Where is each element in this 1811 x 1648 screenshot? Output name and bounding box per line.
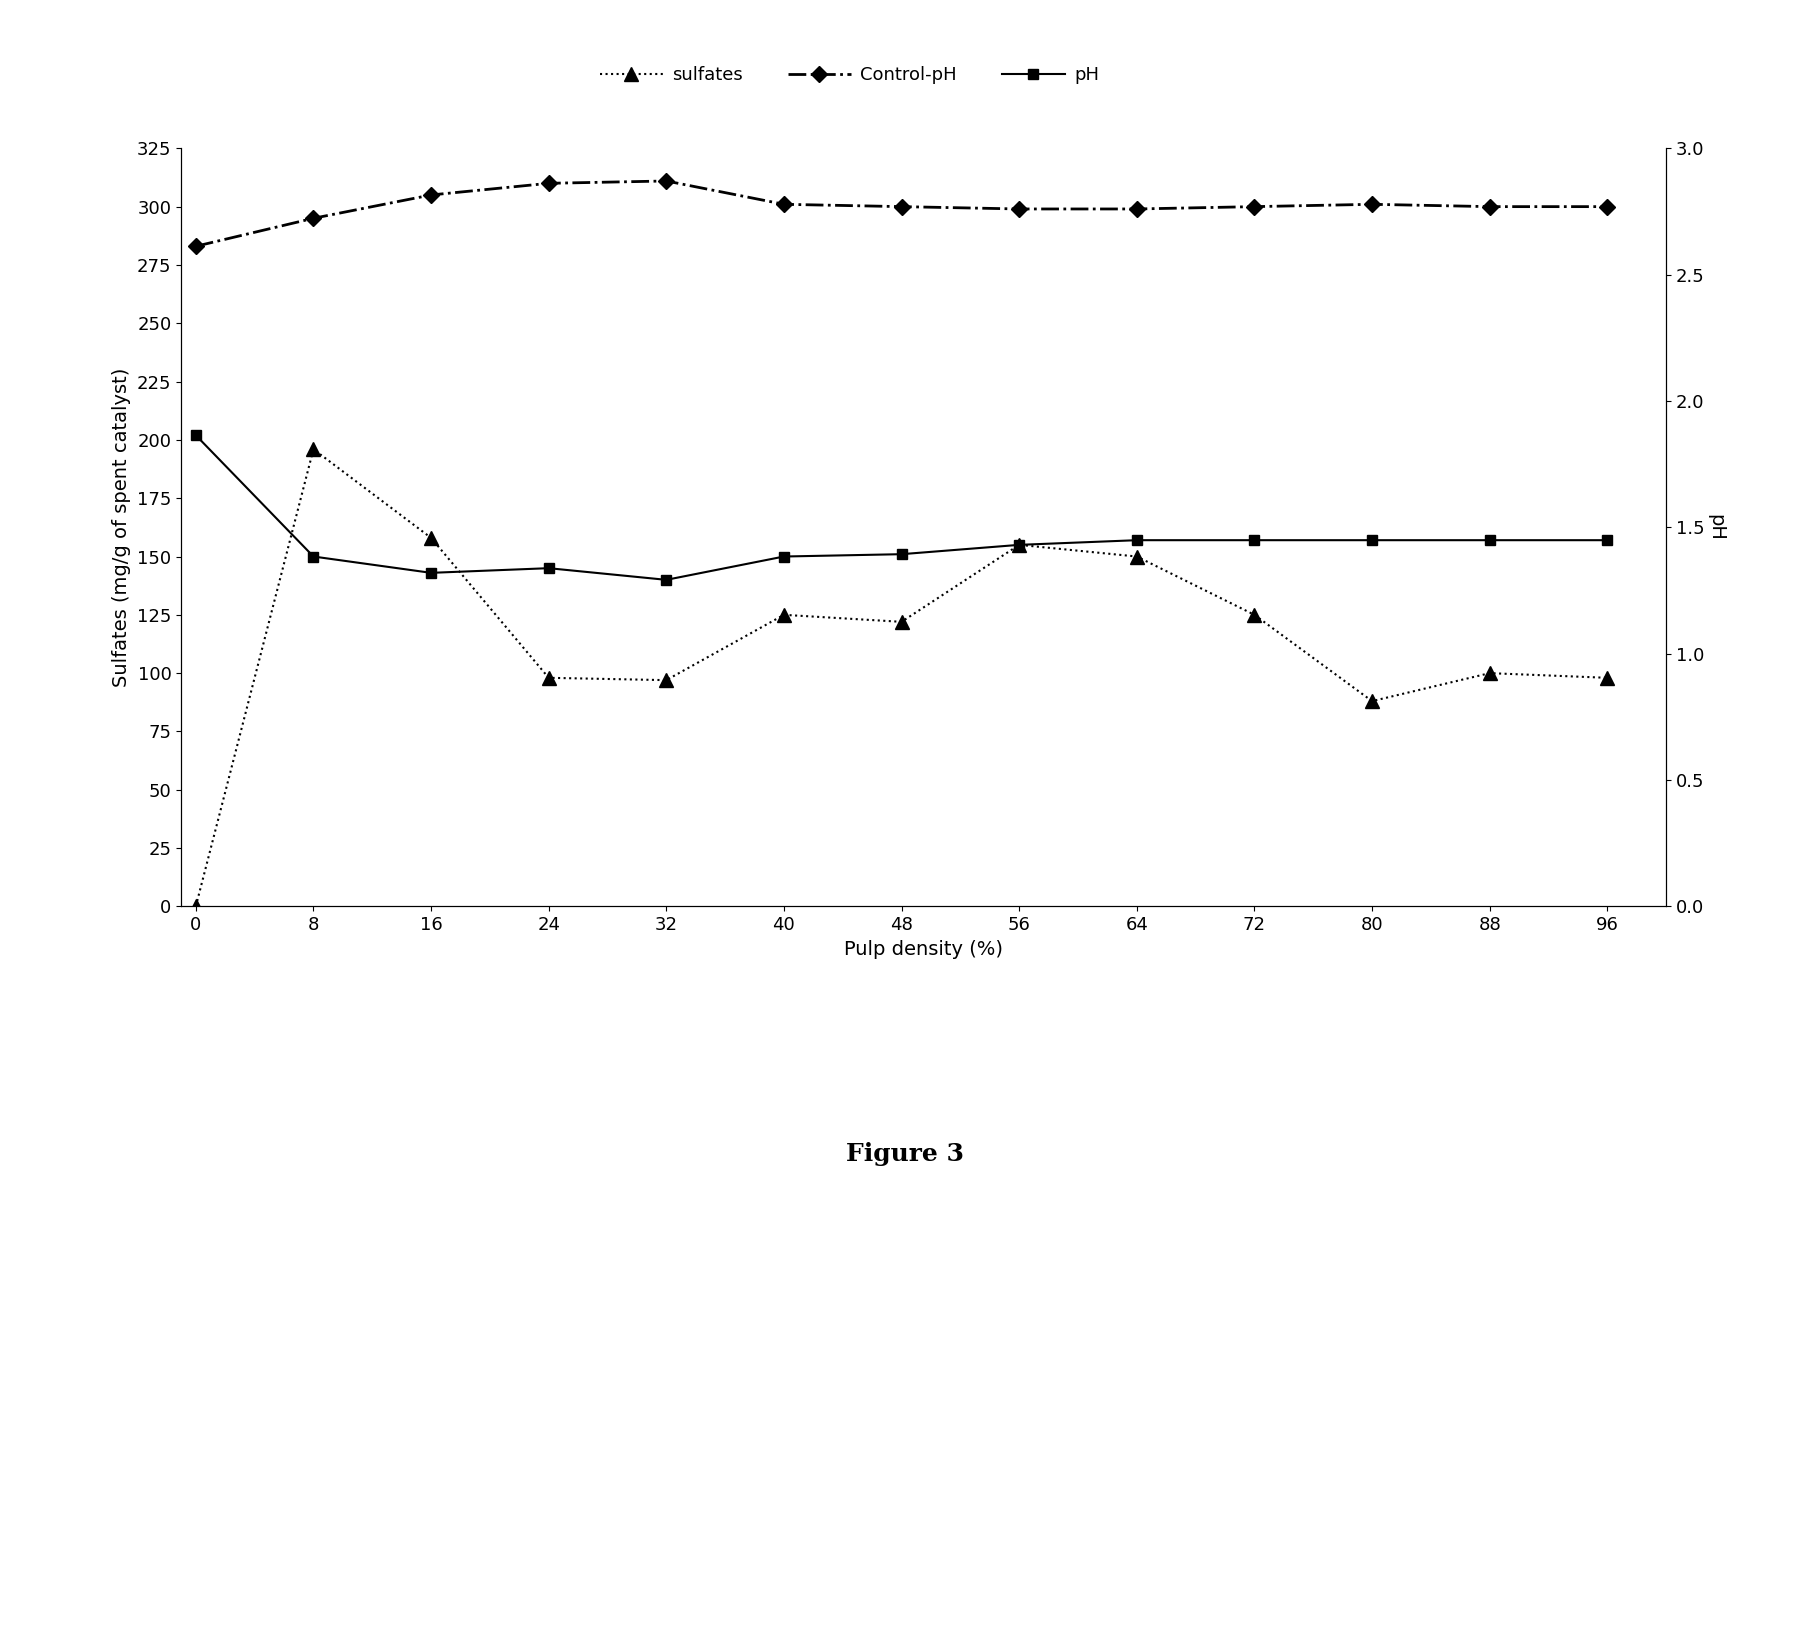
sulfates	[1480, 662, 1501, 682]
pH	[1480, 531, 1501, 550]
sulfates	[891, 611, 913, 631]
pH	[1244, 531, 1266, 550]
pH	[1362, 531, 1384, 550]
Control-pH	[1480, 196, 1501, 216]
pH	[302, 547, 324, 567]
Legend: sulfates, Control-pH, pH: sulfates, Control-pH, pH	[592, 59, 1107, 91]
Text: Figure 3: Figure 3	[846, 1142, 965, 1165]
Control-pH	[1362, 194, 1384, 214]
Y-axis label: pH: pH	[1706, 514, 1726, 541]
sulfates	[302, 440, 324, 460]
sulfates	[420, 527, 442, 547]
Control-pH	[773, 194, 795, 214]
Control-pH	[538, 173, 560, 193]
sulfates	[1597, 667, 1619, 687]
Y-axis label: Sulfates (mg/g of spent catalyst): Sulfates (mg/g of spent catalyst)	[112, 368, 132, 687]
Line: sulfates: sulfates	[188, 442, 1614, 913]
sulfates	[1244, 605, 1266, 625]
Control-pH	[656, 171, 677, 191]
sulfates	[538, 667, 560, 687]
pH	[1597, 531, 1619, 550]
Line: pH: pH	[190, 430, 1612, 585]
Control-pH	[1597, 196, 1619, 216]
pH	[891, 544, 913, 564]
pH	[185, 425, 206, 445]
pH	[420, 564, 442, 583]
Control-pH	[1009, 199, 1030, 219]
pH	[773, 547, 795, 567]
Control-pH	[420, 185, 442, 204]
Control-pH	[185, 236, 206, 255]
X-axis label: Pulp density (%): Pulp density (%)	[844, 939, 1003, 959]
pH	[538, 559, 560, 578]
Control-pH	[302, 208, 324, 227]
pH	[1009, 536, 1030, 555]
sulfates	[1362, 691, 1384, 710]
Line: Control-pH: Control-pH	[190, 175, 1614, 252]
pH	[1126, 531, 1148, 550]
Control-pH	[1244, 196, 1266, 216]
Control-pH	[891, 196, 913, 216]
Control-pH	[1126, 199, 1148, 219]
sulfates	[185, 897, 206, 916]
sulfates	[1126, 547, 1148, 567]
pH	[656, 570, 677, 590]
sulfates	[656, 671, 677, 691]
sulfates	[773, 605, 795, 625]
sulfates	[1009, 536, 1030, 555]
